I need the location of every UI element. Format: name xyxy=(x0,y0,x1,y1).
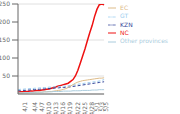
svg-text:4/7: 4/7 xyxy=(38,102,45,112)
svg-text:4/19: 4/19 xyxy=(66,102,73,114)
svg-text:150: 150 xyxy=(8,36,10,43)
svg-text:100: 100 xyxy=(8,54,10,61)
svg-text:4/13: 4/13 xyxy=(52,102,59,114)
html-text:GT: GT xyxy=(120,12,129,20)
html-text:NC: NC xyxy=(120,29,129,37)
svg-text:200: 200 xyxy=(8,18,10,25)
svg-text:5/3: 5/3 xyxy=(97,102,105,112)
html-text:EC: EC xyxy=(120,4,129,11)
html-text:KZN: KZN xyxy=(120,20,133,28)
svg-text:4/22: 4/22 xyxy=(74,102,81,114)
svg-text:4/10: 4/10 xyxy=(45,102,52,114)
svg-text:4/16: 4/16 xyxy=(59,102,66,114)
html-text:Other provinces: Other provinces xyxy=(120,37,168,45)
svg-text:4/4: 4/4 xyxy=(31,102,38,112)
svg-text:5/5: 5/5 xyxy=(102,102,109,112)
svg-text:5/1: 5/1 xyxy=(92,102,100,112)
svg-text:4/1: 4/1 xyxy=(21,102,28,112)
svg-text:250: 250 xyxy=(8,0,10,7)
svg-text:50: 50 xyxy=(8,72,10,79)
svg-text:4/25: 4/25 xyxy=(81,102,88,114)
